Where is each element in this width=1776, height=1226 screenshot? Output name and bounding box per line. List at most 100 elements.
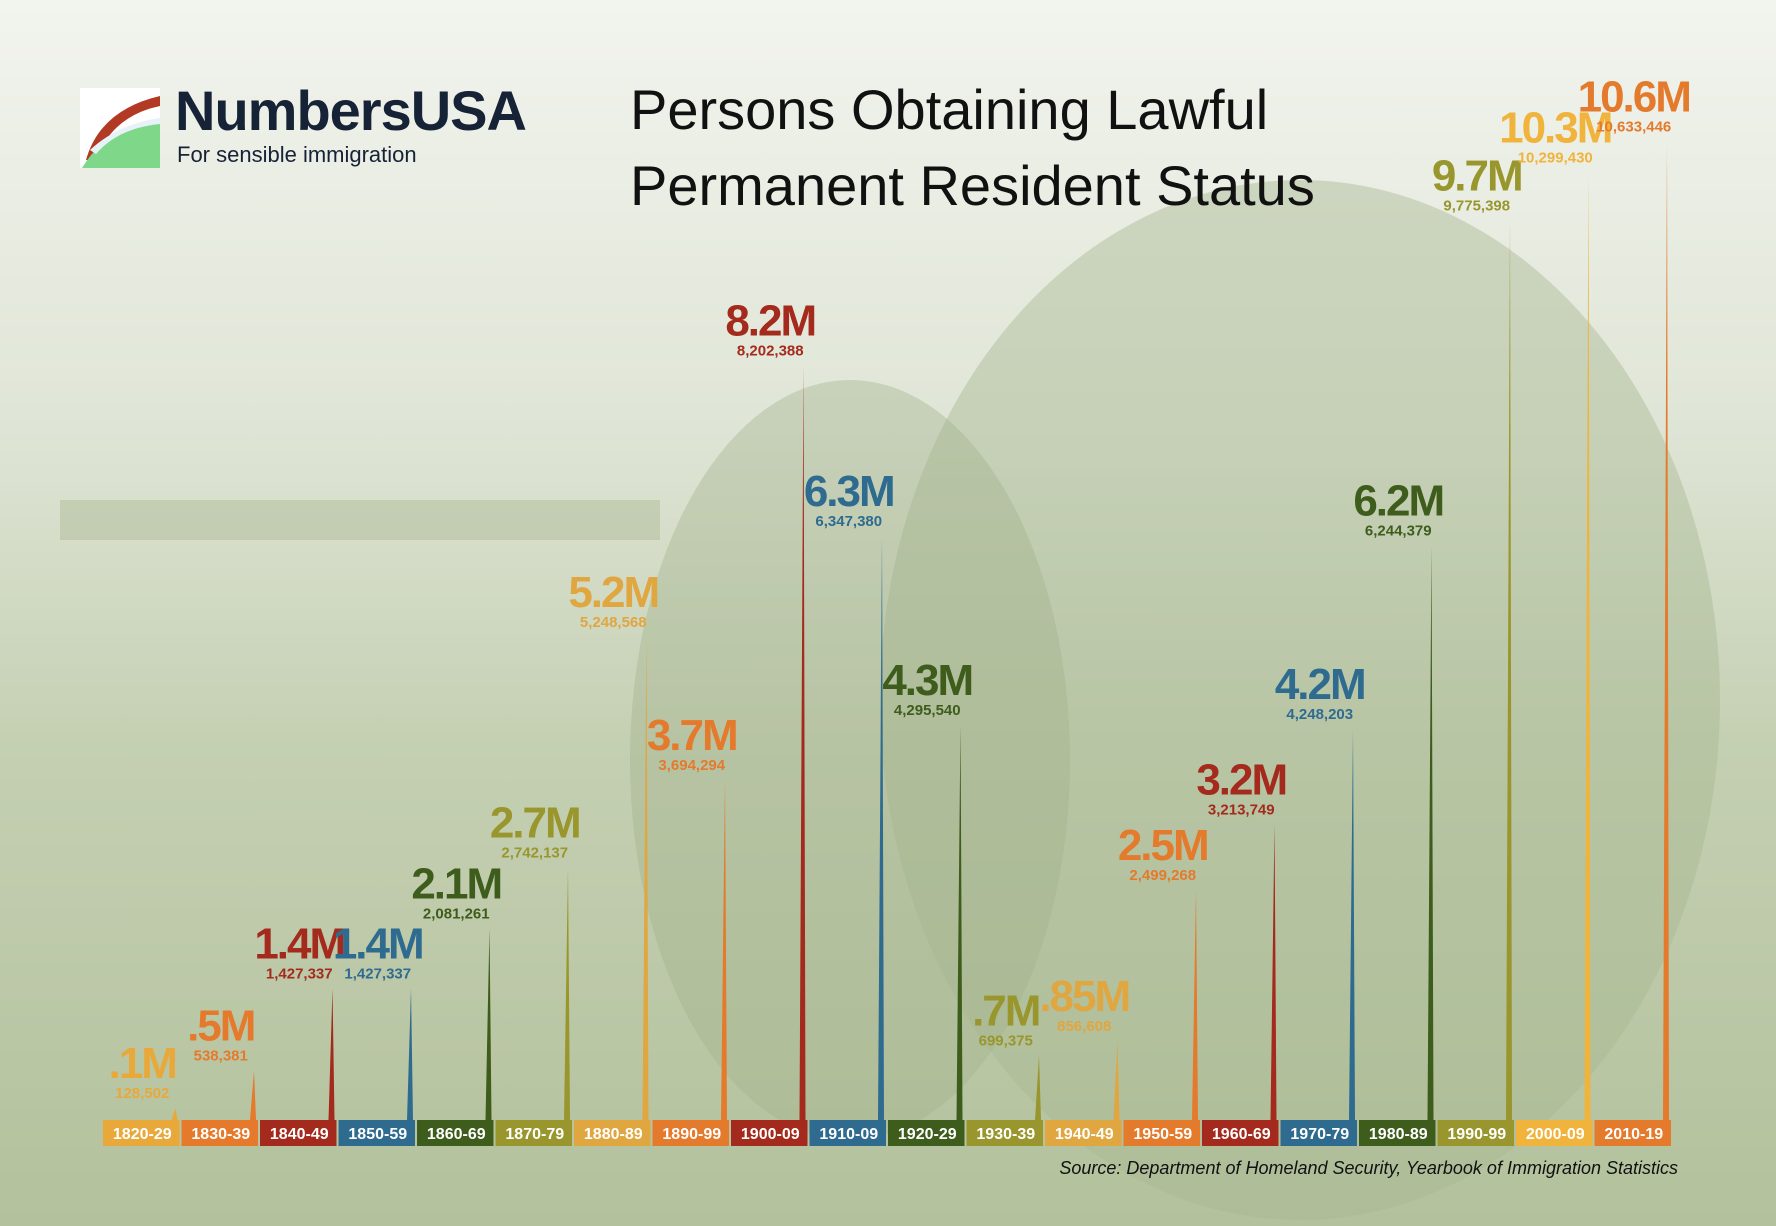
- bar-spike: [1427, 545, 1434, 1120]
- category-box: [966, 1120, 1043, 1146]
- x-tick-label: 1830-39: [191, 1126, 250, 1143]
- bar-spike: [407, 988, 413, 1120]
- value-label-short: 5.2M: [568, 568, 658, 617]
- category-box: [1594, 1120, 1671, 1146]
- category-box: [260, 1120, 337, 1146]
- value-label-short: 9.7M: [1432, 152, 1522, 201]
- bar-spike: [1270, 824, 1277, 1120]
- bar-spike: [1035, 1055, 1041, 1120]
- category-box: [495, 1120, 572, 1146]
- bar-spike: [799, 365, 806, 1120]
- tagline: For sensible immigration: [177, 142, 417, 167]
- x-tick-label: 1950-59: [1133, 1126, 1192, 1143]
- bar-spike: [328, 988, 335, 1120]
- bar-spike: [1506, 220, 1512, 1120]
- bar-spike: [721, 780, 727, 1120]
- value-label-full: 8,202,388: [737, 342, 804, 359]
- category-box: [731, 1120, 808, 1146]
- value-label-short: .1M: [109, 1039, 176, 1088]
- bar-spike: [1192, 890, 1198, 1120]
- bar-spike: [956, 724, 963, 1120]
- logo-swoosh: [90, 118, 160, 154]
- value-label-full: 856,608: [1057, 1018, 1111, 1035]
- x-tick-label: 1820-29: [113, 1126, 172, 1143]
- value-label-full: 4,248,203: [1286, 706, 1353, 723]
- x-tick-label: 1980-89: [1369, 1126, 1428, 1143]
- value-label-short: 6.2M: [1353, 477, 1443, 526]
- value-label-short: 8.2M: [725, 296, 815, 345]
- value-label-full: 699,375: [979, 1033, 1033, 1050]
- category-box: [652, 1120, 729, 1146]
- value-label-short: 3.7M: [647, 711, 737, 760]
- bar-spike: [878, 536, 884, 1120]
- value-label-short: 10.6M: [1578, 73, 1690, 122]
- value-label-full: 9,775,398: [1443, 198, 1510, 215]
- chart-title: Persons Obtaining Lawful Permanent Resid…: [630, 78, 1315, 217]
- category-box: [1123, 1120, 1200, 1146]
- bar-spike: [564, 867, 570, 1120]
- x-tick-label: 1990-99: [1447, 1126, 1506, 1143]
- category-box: [181, 1120, 258, 1146]
- photo-shore: [60, 500, 660, 540]
- value-label-full: 5,248,568: [580, 614, 647, 631]
- category-box: [417, 1120, 494, 1146]
- value-label-short: .7M: [972, 987, 1039, 1036]
- bar-spike: [1584, 172, 1591, 1120]
- category-box: [809, 1120, 886, 1146]
- category-box: [103, 1120, 180, 1146]
- category-box: [1359, 1120, 1436, 1146]
- value-label-short: 2.5M: [1118, 821, 1208, 870]
- value-label-full: 6,347,380: [815, 513, 882, 530]
- x-tick-label: 1920-29: [898, 1126, 957, 1143]
- value-label-full: 3,694,294: [658, 757, 725, 774]
- x-tick-label: 1880-89: [584, 1126, 643, 1143]
- brand: NumbersUSA: [175, 79, 527, 142]
- value-label-short: 2.7M: [490, 799, 580, 848]
- bar-spike: [250, 1070, 256, 1120]
- value-label-full: 2,081,261: [423, 906, 490, 923]
- value-label-short: 6.3M: [804, 467, 894, 516]
- category-box: [338, 1120, 415, 1146]
- x-tick-label: 1930-39: [976, 1126, 1035, 1143]
- x-tick-label: 2000-09: [1526, 1126, 1585, 1143]
- x-tick-label: 1870-79: [505, 1126, 564, 1143]
- x-tick-label: 1900-09: [741, 1126, 800, 1143]
- value-label-full: 6,244,379: [1365, 523, 1432, 540]
- category-box: [1516, 1120, 1593, 1146]
- x-tick-label: 1960-69: [1212, 1126, 1271, 1143]
- category-box: [1202, 1120, 1279, 1146]
- value-label-full: 1,427,337: [344, 966, 411, 983]
- bar-spike: [1349, 729, 1355, 1120]
- value-label-full: 3,213,749: [1208, 801, 1275, 818]
- x-tick-label: 1850-59: [348, 1126, 407, 1143]
- value-label-short: .85M: [1039, 972, 1129, 1021]
- value-label-full: 128,502: [115, 1085, 169, 1102]
- value-label-short: .5M: [187, 1001, 254, 1050]
- value-label-short: 4.3M: [882, 656, 972, 705]
- value-label-full: 1,427,337: [266, 966, 333, 983]
- value-label-short: 10.3M: [1499, 103, 1611, 152]
- x-tick-label: 1860-69: [427, 1126, 486, 1143]
- x-tick-label: 1940-49: [1055, 1126, 1114, 1143]
- value-label-full: 538,381: [194, 1047, 248, 1064]
- value-label-full: 10,299,430: [1518, 149, 1593, 166]
- x-tick-label: 1970-79: [1290, 1126, 1349, 1143]
- source-note: Source: Department of Homeland Security,…: [1059, 1158, 1678, 1178]
- value-label-full: 2,499,268: [1129, 867, 1196, 884]
- bar-spike: [1663, 141, 1669, 1120]
- value-label-short: 1.4M: [333, 920, 423, 969]
- bar-spike: [485, 928, 492, 1120]
- value-label-short: 1.4M: [254, 920, 344, 969]
- value-label-full: 2,742,137: [501, 845, 568, 862]
- x-tick-label: 1910-09: [819, 1126, 878, 1143]
- logo-swoosh: [82, 123, 160, 168]
- bar-spike: [1113, 1041, 1120, 1120]
- category-box: [1437, 1120, 1514, 1146]
- x-tick-label: 1890-99: [662, 1126, 721, 1143]
- bar-spike: [642, 637, 649, 1120]
- category-box: [1045, 1120, 1122, 1146]
- value-label-short: 4.2M: [1275, 660, 1365, 709]
- category-box: [1280, 1120, 1357, 1146]
